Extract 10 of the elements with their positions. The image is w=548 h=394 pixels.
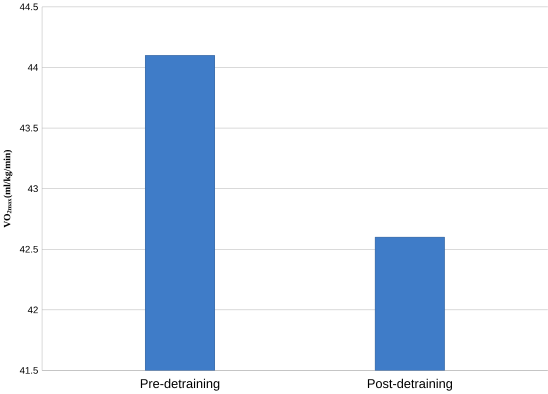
y-tick-label: 42.5 <box>20 246 38 253</box>
x-tick-label: Pre-detraining <box>140 378 220 391</box>
x-tick-label: Post-detraining <box>368 378 452 391</box>
y-tick-label: 44 <box>28 64 38 71</box>
y-tick-label: 43.5 <box>20 124 38 132</box>
y-tick-label: 41.5 <box>20 366 38 374</box>
y-tick-label: 42 <box>28 306 38 314</box>
y-tick-label: 43 <box>28 185 38 192</box>
y-tick-label: 44.5 <box>20 3 38 10</box>
y-axis-title: VO$_{2max}$(ml/kg/min) <box>4 150 12 228</box>
